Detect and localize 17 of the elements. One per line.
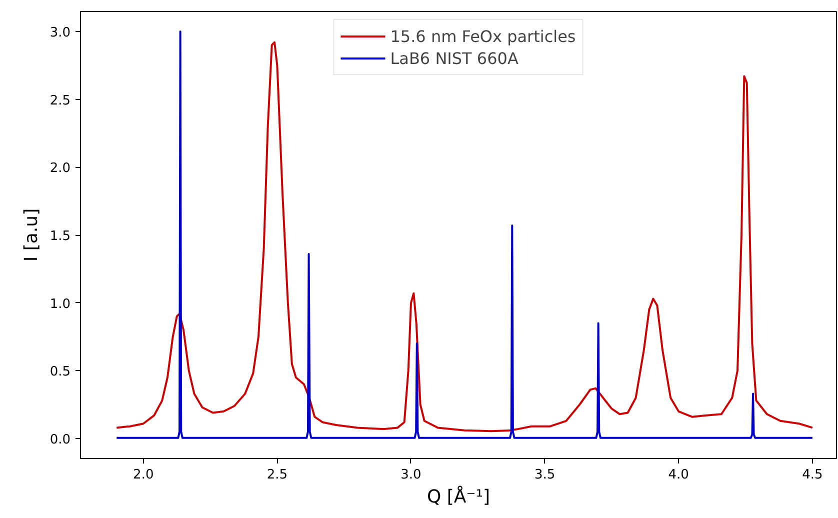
y-axis-title: I [a.u] <box>20 208 42 262</box>
x-tick-label: 4.0 <box>668 468 689 482</box>
x-tick-label: 2.0 <box>133 468 154 482</box>
x-axis-title: Q [Å⁻¹] <box>427 486 490 508</box>
y-tick-label: 2.5 <box>50 93 71 108</box>
y-tick-label: 3.0 <box>50 25 71 40</box>
y-tick-label: 0.0 <box>50 432 71 448</box>
x-tick-label: 2.5 <box>266 468 288 482</box>
x-tick-label: 3.0 <box>400 468 422 482</box>
y-tick-label: 0.5 <box>50 364 71 380</box>
legend-label: 15.6 nm FeOx particles <box>390 26 576 46</box>
x-tick-label: 3.5 <box>534 468 556 482</box>
y-tick-label: 2.0 <box>50 161 71 176</box>
legend-label: LaB6 NIST 660A <box>390 48 518 68</box>
y-tick-label: 1.5 <box>50 229 71 244</box>
x-tick-label: 4.5 <box>802 468 823 482</box>
y-tick-label: 1.0 <box>50 296 71 312</box>
